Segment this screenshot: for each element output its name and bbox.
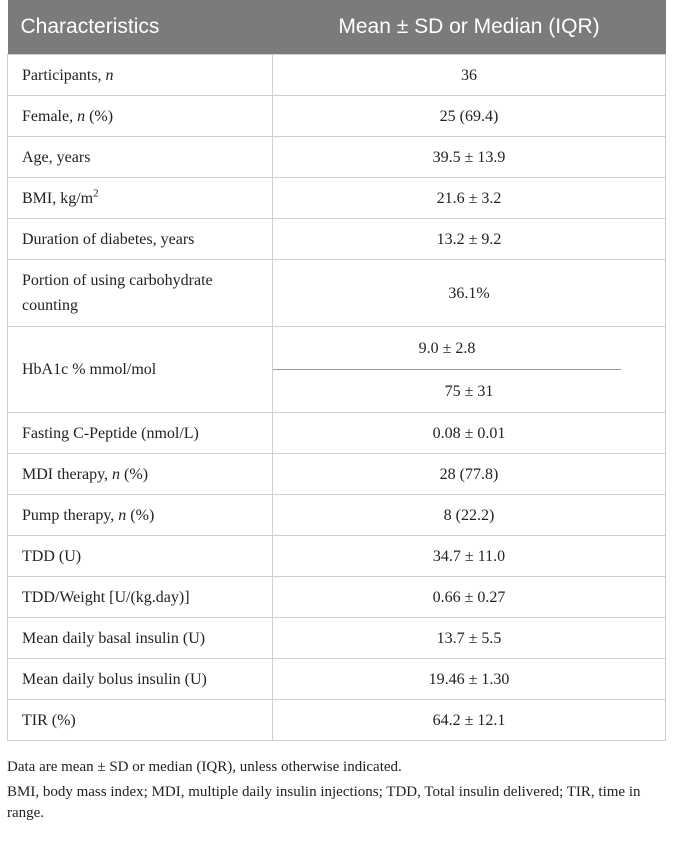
row-value: 21.6 ± 3.2 — [272, 177, 666, 219]
label-text: HbA1c % mmol/mol — [22, 361, 157, 378]
row-label: Fasting C-Peptide (nmol/L) — [7, 412, 273, 454]
value-text: 8 (22.2) — [443, 506, 495, 524]
row-value: 36.1% — [272, 259, 666, 327]
value-text: 21.6 ± 3.2 — [436, 189, 502, 207]
row-label: TDD/Weight [U/(kg.day)] — [7, 576, 273, 618]
label-text: TIR (%) — [22, 711, 76, 729]
table-row: TDD (U) 34.7 ± 11.0 — [7, 535, 666, 577]
label-text: n — [105, 66, 114, 84]
label-text: Age, years — [22, 148, 91, 166]
footnotes: Data are mean ± SD or median (IQR), unle… — [7, 757, 667, 828]
row-label: HbA1c % mmol/mol — [7, 326, 273, 413]
label-text: (%) — [85, 107, 114, 125]
row-label: Duration of diabetes, years — [7, 218, 273, 260]
label-text: Participants, — [22, 66, 106, 84]
value-text: 0.08 ± 0.01 — [432, 424, 506, 442]
value-text: 34.7 ± 11.0 — [432, 547, 506, 565]
table-row: Mean daily bolus insulin (U) 19.46 ± 1.30 — [7, 658, 666, 700]
value-text: 9.0 ± 2.8 — [273, 327, 621, 370]
footnote: Data are mean ± SD or median (IQR), unle… — [7, 759, 402, 775]
row-value: 28 (77.8) — [272, 453, 666, 495]
table-row: MDI therapy, n (%) 28 (77.8) — [7, 453, 666, 495]
label-text: Duration of diabetes, years — [22, 230, 195, 248]
table-row: TIR (%) 64.2 ± 12.1 — [7, 699, 666, 741]
row-label: Mean daily bolus insulin (U) — [7, 658, 273, 700]
label-text: n — [112, 465, 121, 483]
row-label: Female, n (%) — [7, 95, 273, 137]
label-text: TDD (U) — [22, 547, 82, 565]
table-row: Portion of using carbohydrate counting 36… — [7, 259, 666, 327]
row-value: 9.0 ± 2.8 75 ± 31 — [272, 326, 666, 413]
value-text: 39.5 ± 13.9 — [432, 148, 506, 166]
value-text: 0.66 ± 0.27 — [432, 588, 506, 606]
row-value: 39.5 ± 13.9 — [272, 136, 666, 178]
value-text: 64.2 ± 12.1 — [432, 711, 506, 729]
table-row: Fasting C-Peptide (nmol/L) 0.08 ± 0.01 — [7, 412, 666, 454]
label-text: 2 — [93, 187, 99, 200]
value-text: 36 — [461, 66, 477, 84]
value-text: 13.7 ± 5.5 — [436, 629, 502, 647]
header-row: Characteristics Mean ± SD or Median (IQR… — [7, 0, 666, 55]
characteristics-table: Characteristics Mean ± SD or Median (IQR… — [7, 0, 666, 741]
row-value: 64.2 ± 12.1 — [272, 699, 666, 741]
row-label: Mean daily basal insulin (U) — [7, 617, 273, 659]
table-row: BMI, kg/m2 21.6 ± 3.2 — [7, 177, 666, 219]
label-text: Portion of using carbohydrate counting — [22, 272, 213, 314]
label-text: n — [77, 107, 86, 125]
row-value: 8 (22.2) — [272, 494, 666, 536]
table-row: Age, years 39.5 ± 13.9 — [7, 136, 666, 178]
value-text: 28 (77.8) — [439, 465, 499, 483]
value-text: 75 ± 31 — [444, 382, 494, 400]
row-value: 0.66 ± 0.27 — [272, 576, 666, 618]
table-row: HbA1c % mmol/mol 9.0 ± 2.8 75 ± 31 — [7, 326, 666, 413]
row-label: Age, years — [7, 136, 273, 178]
row-value: 0.08 ± 0.01 — [272, 412, 666, 454]
label-text: Fasting C-Peptide (nmol/L) — [22, 424, 199, 442]
footnote: BMI, body mass index; MDI, multiple dail… — [7, 784, 641, 821]
label-text: MDI therapy, — [22, 465, 113, 483]
label-text: (%) — [126, 506, 155, 524]
value-text: 36.1% — [448, 284, 490, 302]
row-label: Participants, n — [7, 54, 273, 96]
table-row: Duration of diabetes, years 13.2 ± 9.2 — [7, 218, 666, 260]
row-label: MDI therapy, n (%) — [7, 453, 273, 495]
table-row: Female, n (%) 25 (69.4) — [7, 95, 666, 137]
row-value: 13.7 ± 5.5 — [272, 617, 666, 659]
row-value: 19.46 ± 1.30 — [272, 658, 666, 700]
row-value: 13.2 ± 9.2 — [272, 218, 666, 260]
header-cell: Characteristics — [7, 0, 273, 55]
table-body: Participants, n 36 Female, n (%) 25 (69.4) A… — [7, 54, 666, 741]
row-label: TIR (%) — [7, 699, 273, 741]
label-text: Pump therapy, — [22, 506, 119, 524]
label-text: Mean daily bolus insulin (U) — [22, 670, 207, 688]
row-label: Portion of using carbohydrate counting — [7, 259, 273, 327]
row-value: 25 (69.4) — [272, 95, 666, 137]
row-label: Pump therapy, n (%) — [7, 494, 273, 536]
value-text: 25 (69.4) — [439, 107, 499, 125]
row-value: 34.7 ± 11.0 — [272, 535, 666, 577]
label-text: BMI, kg/m — [22, 189, 94, 207]
label-text: Female, — [22, 107, 78, 125]
table-row: Pump therapy, n (%) 8 (22.2) — [7, 494, 666, 536]
row-label: TDD (U) — [7, 535, 273, 577]
value-text: 19.46 ± 1.30 — [428, 670, 510, 688]
header-cell: Mean ± SD or Median (IQR) — [272, 0, 666, 55]
label-text: (%) — [120, 465, 149, 483]
row-label: BMI, kg/m2 — [7, 177, 273, 219]
table-row: TDD/Weight [U/(kg.day)] 0.66 ± 0.27 — [7, 576, 666, 618]
label-text: TDD/Weight [U/(kg.day)] — [22, 588, 190, 606]
label-text: n — [118, 506, 127, 524]
table-row: Participants, n 36 — [7, 54, 666, 96]
value-text: 13.2 ± 9.2 — [436, 230, 502, 248]
table-row: Mean daily basal insulin (U) 13.7 ± 5.5 — [7, 617, 666, 659]
label-text: Mean daily basal insulin (U) — [22, 629, 206, 647]
row-value: 36 — [272, 54, 666, 96]
